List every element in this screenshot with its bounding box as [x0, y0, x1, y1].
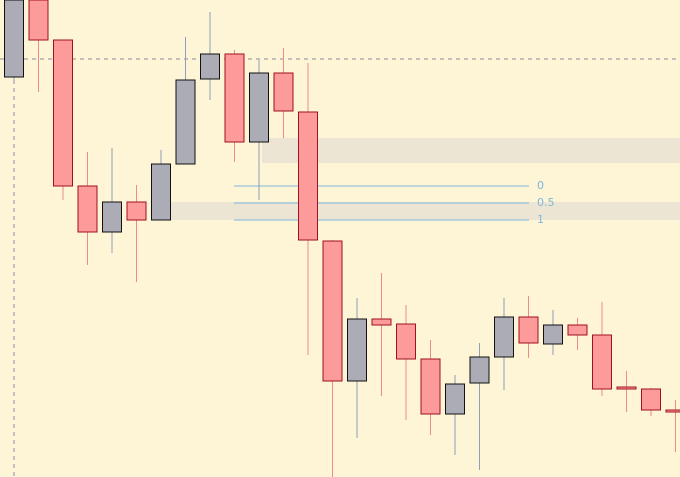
candle-body [567, 324, 588, 336]
candle-body [28, 0, 49, 41]
fib-label: 1 [537, 213, 544, 226]
candle-body [396, 323, 416, 360]
candle-body [469, 356, 490, 384]
candle-body [347, 318, 367, 382]
fib-label: 0 [537, 179, 544, 192]
candle-body [641, 388, 661, 411]
candle-body [249, 72, 269, 143]
candle-body [175, 79, 196, 165]
candle-body [102, 201, 122, 233]
candle-body [494, 316, 514, 358]
candle-body [4, 0, 24, 78]
candle-body [126, 201, 147, 221]
zone [262, 138, 680, 163]
fib-label: 0.5 [537, 196, 555, 209]
fib-group: 00.51 [234, 179, 555, 226]
candle-body [371, 318, 392, 326]
candle-body [53, 39, 73, 187]
candles [4, 0, 680, 477]
candle-body [543, 324, 563, 345]
candle-body [322, 240, 343, 382]
candle-body [273, 72, 294, 112]
candle-body [616, 386, 637, 390]
candle-body [224, 53, 245, 143]
candle-body [151, 163, 171, 221]
candle-body [592, 334, 612, 390]
candle-body [420, 358, 441, 415]
candle-body [665, 409, 680, 413]
candle-body [518, 316, 539, 344]
candle-body [298, 111, 318, 241]
candle-body [445, 383, 465, 415]
zone [170, 202, 680, 220]
candle-body [77, 185, 98, 233]
candle-body [200, 53, 220, 80]
